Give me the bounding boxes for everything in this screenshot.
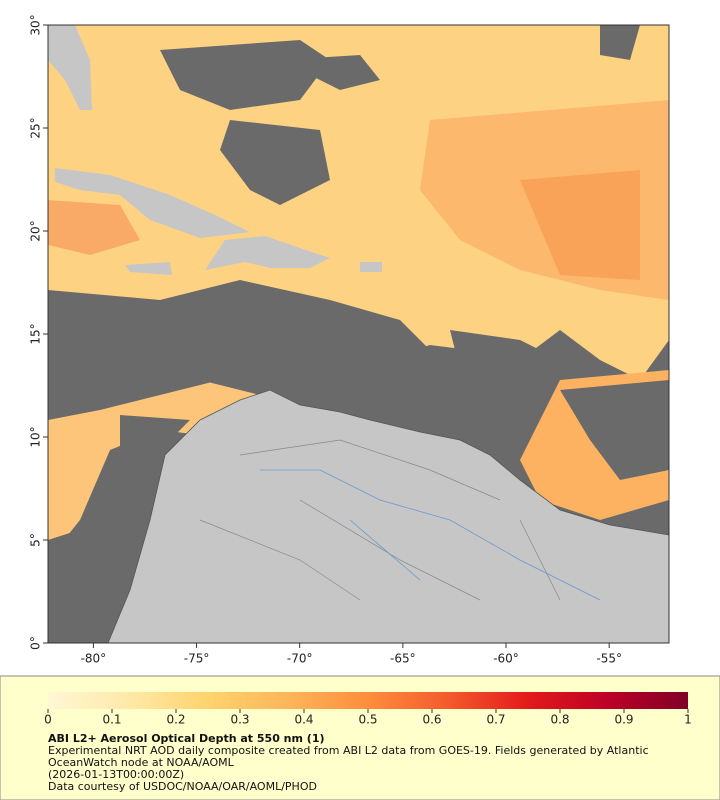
y-tick-label: 20° <box>29 220 43 241</box>
colorbar-tick-label: 0.8 <box>550 713 569 727</box>
colorbar: 0 0.1 0.2 0.3 0.4 0.5 0.6 0.7 0.8 0.9 1 <box>44 692 692 727</box>
y-tick-label: 15° <box>29 323 43 344</box>
colorbar-tick-label: 0.5 <box>358 713 377 727</box>
colorbar-tick-label: 0.2 <box>166 713 185 727</box>
x-tick-label: -70° <box>287 652 313 666</box>
caption-credit: Data courtesy of USDOC/NOAA/OAR/AOML/PHO… <box>48 780 317 793</box>
x-tick-label: -80° <box>81 652 107 666</box>
caption: ABI L2+ Aerosol Optical Depth at 550 nm … <box>48 733 678 793</box>
colorbar-scale <box>48 692 688 709</box>
y-tick-label: 30° <box>29 14 43 35</box>
caption-timestamp: (2026-01-13T00:00:00Z) <box>48 768 185 781</box>
map-image <box>48 25 669 643</box>
caption-description: Experimental NRT AOD daily composite cre… <box>48 744 649 769</box>
colorbar-tick-label: 0.9 <box>614 713 633 727</box>
caption-title: ABI L2+ Aerosol Optical Depth at 550 nm … <box>48 732 325 745</box>
colorbar-tick-label: 0.3 <box>230 713 249 727</box>
colorbar-tick-label: 0.4 <box>294 713 313 727</box>
colorbar-tick-label: 0.6 <box>422 713 441 727</box>
y-tick-label: 25° <box>29 117 43 138</box>
y-tick-label: 10° <box>29 426 43 447</box>
x-tick-label: -75° <box>184 652 210 666</box>
x-tick-label: -60° <box>493 652 519 666</box>
axes: -80° -75° -70° -65° -60° -55° 0° 5° 10° 15° 20° 25°… <box>29 14 622 665</box>
colorbar-tick-label: 0.1 <box>102 713 121 727</box>
colorbar-tick-label: 0 <box>44 713 52 727</box>
x-tick-label: -55° <box>596 652 622 666</box>
x-tick-label: -65° <box>390 652 416 666</box>
colorbar-tick-label: 0.7 <box>486 713 505 727</box>
y-tick-label: 5° <box>29 533 43 547</box>
colorbar-tick-label: 1 <box>684 713 692 727</box>
y-tick-label: 0° <box>29 636 43 650</box>
